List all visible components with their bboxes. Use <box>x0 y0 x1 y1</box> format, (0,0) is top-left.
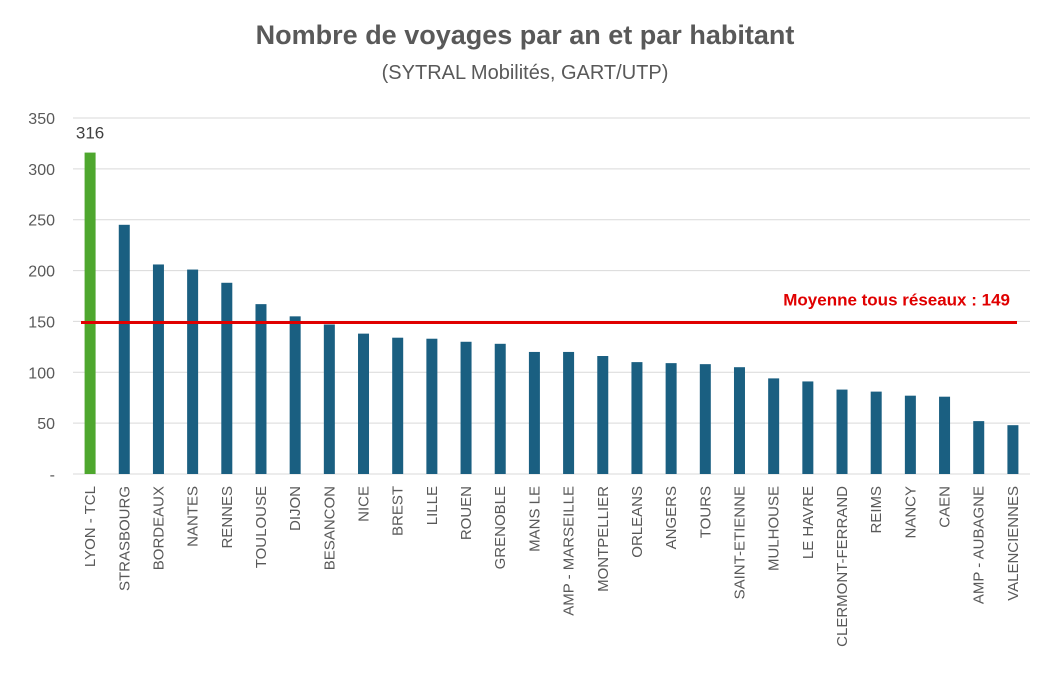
bar <box>187 269 199 474</box>
bar <box>563 351 575 474</box>
y-tick-label: 150 <box>28 314 55 331</box>
category-label: ROUEN <box>458 486 475 540</box>
category-label: MONTPELLIER <box>595 486 612 592</box>
category-label: BREST <box>390 486 407 536</box>
category-label: STRASBOURG <box>116 486 133 591</box>
category-label: AMP - AUBAGNE <box>971 486 988 604</box>
category-label: VALENCIENNES <box>1005 486 1022 601</box>
category-label: LILLE <box>424 486 441 525</box>
category-label: NANTES <box>185 486 202 547</box>
category-label: TOURS <box>697 486 714 538</box>
chart-subtitle: (SYTRAL Mobilités, GART/UTP) <box>381 62 669 84</box>
category-label: GRENOBLE <box>492 486 509 569</box>
bar <box>699 364 711 474</box>
bar <box>152 264 164 474</box>
bar <box>597 356 609 474</box>
bar <box>358 333 370 474</box>
category-label: SAINT-ETIENNE <box>731 486 748 599</box>
bar <box>733 367 745 474</box>
category-label: BORDEAUX <box>150 486 167 570</box>
bar <box>973 421 985 474</box>
category-label: TOULOUSE <box>253 486 270 568</box>
category-label: CLERMONT-FERRAND <box>834 486 851 647</box>
bar <box>118 224 130 474</box>
bar <box>836 389 848 474</box>
bar <box>84 152 96 474</box>
bar <box>1007 425 1019 474</box>
y-tick-label: 350 <box>28 111 55 128</box>
bar <box>802 381 814 474</box>
category-label: AMP - MARSEILLE <box>561 486 578 616</box>
category-label: NANCY <box>902 486 919 539</box>
bar <box>460 341 472 474</box>
category-label: LYON - TCL <box>82 486 99 567</box>
chart-title: Nombre de voyages par an et par habitant <box>255 20 795 50</box>
bar <box>939 396 951 474</box>
y-tick-label: 300 <box>28 162 55 179</box>
bar <box>665 363 677 474</box>
bar <box>494 343 506 474</box>
y-tick-label: 250 <box>28 213 55 230</box>
bar <box>392 337 404 474</box>
category-label: RENNES <box>219 486 236 549</box>
y-tick-label: 100 <box>28 365 55 382</box>
bar <box>289 316 301 474</box>
bar <box>426 338 438 474</box>
category-label: BESANCON <box>321 486 338 570</box>
category-label: DIJON <box>287 486 304 531</box>
y-tick-label: - <box>50 467 55 484</box>
average-label: Moyenne tous réseaux : 149 <box>783 290 1010 309</box>
bar <box>528 351 540 474</box>
data-label: 316 <box>76 124 104 143</box>
bar <box>323 324 335 474</box>
bar <box>221 282 233 474</box>
category-label: MANS LE <box>526 486 543 552</box>
bar <box>870 391 882 474</box>
category-label: ANGERS <box>663 486 680 549</box>
category-label: REIMS <box>868 486 885 534</box>
bar <box>904 395 916 474</box>
y-tick-label: 200 <box>28 264 55 281</box>
bar <box>255 304 267 474</box>
y-tick-label: 50 <box>37 416 55 433</box>
bar <box>768 378 780 474</box>
category-label: LE HAVRE <box>800 486 817 559</box>
bar <box>631 362 643 474</box>
category-label: ORLEANS <box>629 486 646 558</box>
category-label: NICE <box>356 486 373 522</box>
category-label: CAEN <box>937 486 954 528</box>
category-label: MULHOUSE <box>766 486 783 571</box>
